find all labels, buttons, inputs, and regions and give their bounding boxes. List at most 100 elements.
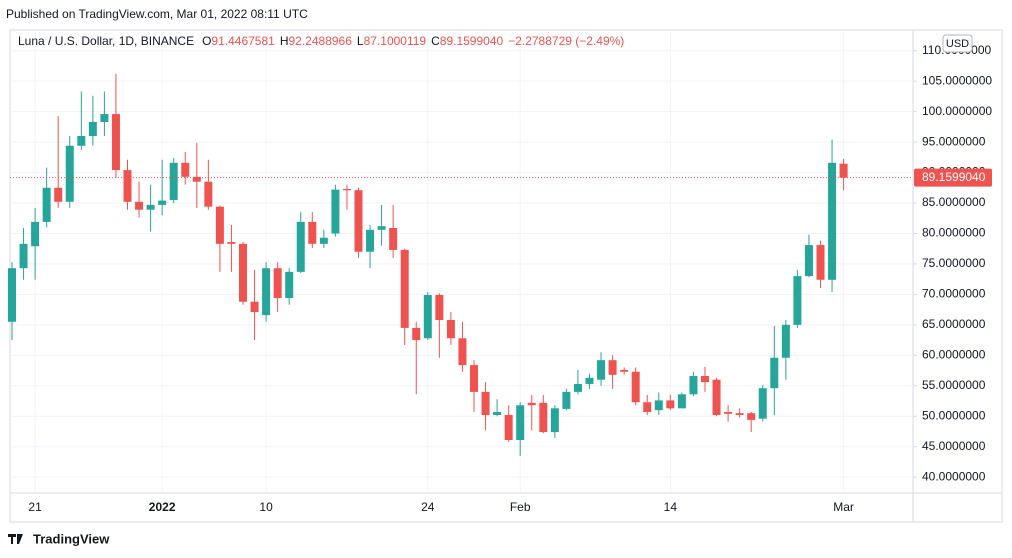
candle-body [42,187,51,222]
y-tick-label: 100.0000000 [922,104,992,118]
candle-body [516,405,525,440]
candle-body [8,268,16,322]
candle-body [100,114,109,122]
candle-body [250,301,259,313]
candle-body [804,245,813,277]
candle-body [597,360,606,380]
footer: TradingView [33,531,110,546]
candle-body [331,189,340,234]
candle-body [527,402,536,406]
candle-body [377,226,386,230]
y-tick-label: 50.0000000 [922,408,986,422]
candle-body [666,400,675,409]
candle-body [111,114,120,171]
candle-body [481,391,490,416]
x-tick-label: 2022 [149,500,176,514]
legend-value: 92.2488966 [289,34,353,48]
y-tick-label: 70.0000000 [922,287,986,301]
candle-body [319,237,328,244]
candle-body [146,204,155,210]
legend-value: 87.1000119 [364,34,427,48]
candle-body [19,243,28,269]
candle-body [169,162,178,200]
candle-body [504,415,513,440]
y-tick-label: 55.0000000 [922,378,986,392]
currency-box [942,34,973,53]
x-tick-label: Feb [510,500,531,514]
candle-body [654,400,663,411]
y-tick-label: 65.0000000 [922,317,986,331]
candle-body [677,394,686,409]
candle-body [747,413,756,420]
x-tick-label: 21 [28,500,42,514]
legend-key: H [280,34,289,48]
y-tick-label: 40.0000000 [922,469,986,483]
y-tick-label: 45.0000000 [922,439,986,453]
legend-value: 89.1599040 [440,34,504,48]
last-price-label: 89.1599040 [922,170,986,184]
candle-body [181,162,190,177]
candle-body [400,249,409,328]
candle-body [273,268,282,299]
candle-body [296,221,305,272]
candle-body [262,268,271,316]
y-tick-label: 95.0000000 [922,134,986,148]
candle-body [643,402,652,412]
y-tick-label: 80.0000000 [922,226,986,240]
candle-body [435,295,444,320]
logo-icon [8,534,23,544]
candle-body [88,121,97,137]
candle-body [712,379,721,416]
candle-body [724,411,733,414]
candle-body [793,276,802,325]
currency: USD [946,38,969,50]
candle-body [158,200,167,205]
candle-body [354,190,363,252]
candle-body [192,176,201,182]
candle-body [701,376,709,383]
candle-body [828,162,837,280]
y-tick-label: 75.0000000 [922,256,986,270]
x-tick-label: 14 [664,500,678,514]
candle-body [689,376,698,395]
candle-body [446,319,455,339]
frame [9,29,1003,523]
x-tick-label: 24 [421,500,435,514]
legend-key: C [431,34,440,48]
y-tick-label: 105.0000000 [922,73,992,87]
last-price-box [914,168,992,187]
candle-body [342,189,351,191]
candle-body [215,206,224,244]
candle-body [493,411,502,416]
header: Published on TradingView.com, Mar 01, 20… [6,7,308,21]
candle-body [204,181,213,207]
legend-key: O [202,34,211,48]
candle-body [839,163,848,178]
candle-body [65,145,74,202]
candle-body [631,371,640,403]
footer-logo: TradingView [8,531,110,546]
candle-body [539,402,548,433]
candle-body [123,170,132,202]
candle-body [135,201,144,210]
candle-body [412,327,421,341]
candle-body [458,338,467,366]
y-tick-label: 60.0000000 [922,347,986,361]
legend-change: −2.2788729 (−2.49%) [508,34,624,48]
grid [10,30,913,493]
candle-body [816,245,825,280]
x-tick-label: Mar [833,500,854,514]
legend-title: Luna / U.S. Dollar, 1D, BINANCE [18,34,194,48]
candle-body [562,391,571,409]
candle-body [308,221,317,244]
candle-body [54,187,63,202]
candle-body [770,357,779,389]
legend: Luna / U.S. Dollar, 1D, BINANCE O91.44675… [18,34,624,48]
candle-body [585,377,594,384]
candle-body [77,136,86,146]
candle-body [227,242,236,244]
candle-body [366,229,375,252]
candle-body [758,388,767,419]
